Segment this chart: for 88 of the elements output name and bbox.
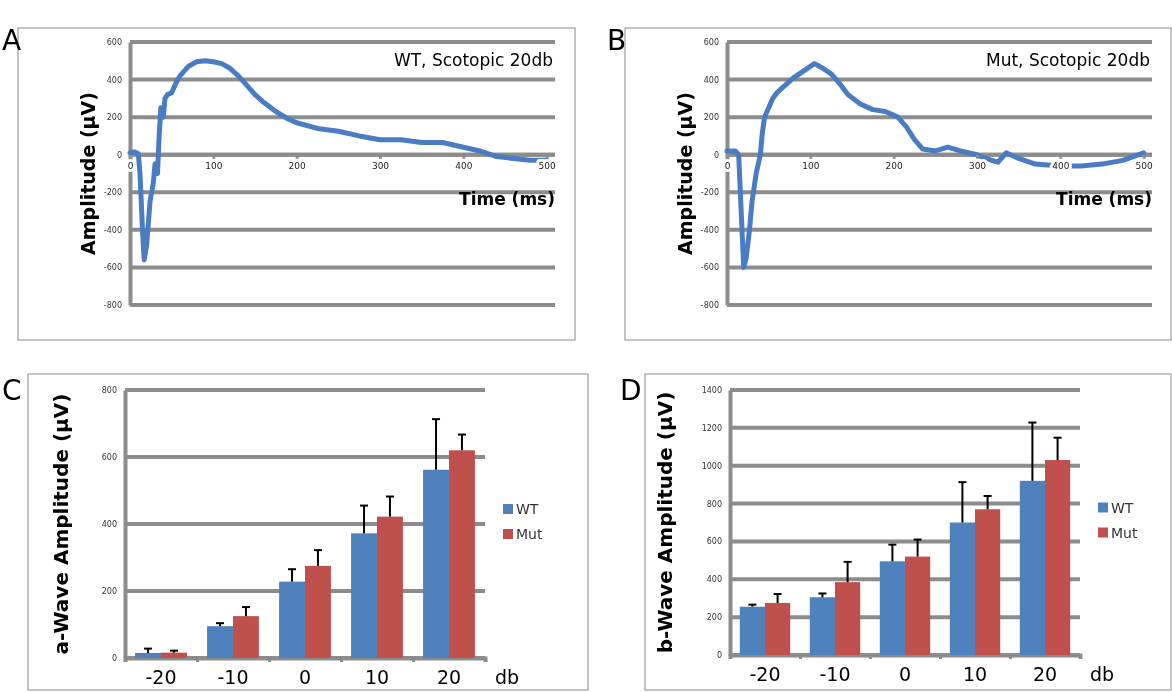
y-tick-label: 1200	[701, 423, 722, 433]
x-tick-label: -20	[145, 666, 177, 688]
y-tick-label: 400	[706, 575, 722, 585]
x-tick-label: 200	[288, 161, 307, 172]
text: A	[2, 24, 22, 57]
bar	[305, 565, 331, 658]
x-tick-label: 300	[371, 161, 390, 172]
y-tick-label: 600	[706, 537, 722, 547]
y-tick-label: 200	[106, 113, 122, 123]
legend-label: WT	[1111, 499, 1134, 516]
x-tick-label: 100	[205, 161, 223, 172]
y-tick-label: 200	[706, 613, 722, 623]
bar	[161, 652, 187, 658]
y-tick-label: 400	[101, 520, 117, 530]
bar	[835, 582, 861, 655]
x-tick-label: 0	[898, 663, 912, 685]
bar	[1019, 480, 1045, 655]
y-axis-title: Amplitude (µV)	[77, 92, 99, 255]
bar	[975, 509, 1001, 655]
bar	[207, 626, 233, 658]
y-tick-label: 600	[106, 38, 122, 48]
y-axis-title: b-Wave Amplitude (µV)	[653, 391, 677, 654]
x-tick-label: 20	[436, 666, 462, 688]
bar	[949, 522, 975, 655]
y-tick-label: -600	[700, 263, 719, 273]
x-tick-label: 20	[1032, 663, 1058, 685]
x-tick-label: 0	[298, 666, 312, 688]
x-tick-label: 500	[538, 161, 557, 172]
y-tick-label: -800	[103, 301, 122, 311]
x-tick-label: 10	[962, 663, 988, 685]
y-tick-label: 200	[101, 587, 117, 597]
x-tick-label: -10	[819, 663, 851, 685]
y-tick-label: 800	[101, 386, 117, 396]
y-tick-label: -200	[103, 188, 122, 198]
y-tick-label: 200	[703, 113, 719, 123]
x-tick-label: -10	[217, 666, 249, 688]
y-tick-label: 400	[703, 75, 719, 85]
text: B	[607, 24, 627, 57]
x-tick-label: 300	[968, 161, 987, 172]
y-tick-label: -600	[103, 263, 122, 273]
y-tick-label: -800	[700, 301, 719, 311]
y-tick-label: 0	[111, 654, 117, 664]
bar	[765, 602, 791, 655]
bar	[879, 561, 905, 655]
legend-label: Mut	[516, 526, 543, 542]
bar	[449, 450, 475, 658]
x-tick-label: 200	[885, 161, 904, 172]
bar	[1045, 460, 1071, 655]
bar	[377, 516, 403, 658]
legend-label: Mut	[1111, 524, 1138, 541]
bar	[135, 652, 161, 658]
y-tick-label: 0	[713, 150, 719, 160]
bar	[809, 597, 835, 655]
y-tick-label: 600	[703, 38, 719, 48]
x-tick-label: -20	[749, 663, 781, 685]
y-tick-label: -400	[700, 225, 719, 235]
x-axis-title: db	[1090, 663, 1115, 685]
text: WT, Scotopic 20db	[393, 50, 553, 70]
bar	[279, 581, 305, 658]
x-tick-label: 500	[1135, 161, 1154, 172]
legend-label: WT	[516, 501, 539, 517]
text: Mut, Scotopic 20db	[986, 50, 1150, 70]
y-axis-title: Amplitude (µV)	[674, 92, 696, 255]
y-tick-label: 0	[716, 651, 722, 661]
bar	[423, 469, 449, 658]
y-tick-label: -400	[103, 225, 122, 235]
x-tick-label: 0	[724, 161, 731, 172]
x-axis-title: db	[495, 666, 520, 688]
bar	[905, 556, 931, 655]
x-tick-label: 0	[127, 161, 134, 172]
y-axis-title: a-Wave Amplitude (µV)	[49, 393, 73, 655]
y-tick-label: 400	[106, 75, 122, 85]
y-tick-label: 1000	[701, 461, 722, 471]
y-tick-label: -200	[700, 188, 719, 198]
bar	[233, 616, 259, 658]
bar	[739, 606, 765, 655]
x-tick-label: 400	[455, 161, 473, 172]
y-tick-label: 1400	[701, 386, 722, 396]
x-axis-title: Time (ms)	[1056, 188, 1152, 209]
x-tick-label: 100	[802, 161, 820, 172]
text: D	[620, 374, 642, 407]
bar	[351, 533, 377, 658]
y-tick-label: 800	[706, 499, 722, 509]
y-tick-label: 600	[101, 453, 117, 463]
x-tick-label: 10	[364, 666, 390, 688]
x-axis-title: Time (ms)	[459, 188, 555, 209]
text: C	[2, 374, 22, 407]
y-tick-label: 0	[116, 150, 122, 160]
